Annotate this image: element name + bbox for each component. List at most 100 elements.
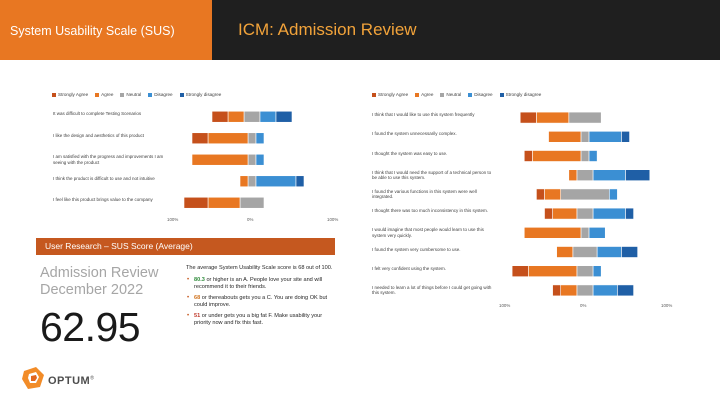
sus-intro: The average System Usability Scale score… xyxy=(186,265,333,271)
legend-label: Strongly disagree xyxy=(185,92,222,97)
bar-segment xyxy=(523,227,582,239)
legend-swatch xyxy=(52,92,56,97)
bar-segment xyxy=(183,196,209,209)
header-right-panel: ICM: Admission Review xyxy=(212,0,720,60)
bar-segment xyxy=(247,132,257,145)
bar-segment xyxy=(625,207,634,220)
bar-segment xyxy=(576,169,594,181)
legend-item: Strongly Agree xyxy=(372,92,408,97)
x-tick-label: 0% xyxy=(580,303,587,308)
bar-segment xyxy=(548,130,582,143)
chart-legend: Strongly Agree Agree Neutral Disagree Strong… xyxy=(372,92,541,97)
chart-legend: Strongly Agree Agree Neutral Disagree Strong… xyxy=(52,92,221,97)
bar-segment xyxy=(572,246,598,258)
question-label: I thought the system was easy to use. xyxy=(372,150,448,156)
question-label: I am satisfied with the progress and imp… xyxy=(53,154,164,165)
question-label: I found the system very cumbersome to us… xyxy=(372,246,461,252)
bar-segment xyxy=(552,284,562,297)
bar-segment xyxy=(544,188,562,201)
bullet-dot: • xyxy=(187,313,190,319)
optum-logo xyxy=(22,367,46,394)
grade-threshold: 51 xyxy=(194,313,201,319)
bar-segment xyxy=(617,284,634,297)
question-label: I thought there was too much inconsisten… xyxy=(372,208,489,214)
grade-text: or higher is an A. People love your site… xyxy=(194,277,323,290)
page-title: ICM: Admission Review xyxy=(238,20,417,39)
bar-segment xyxy=(621,246,638,258)
bar-segment xyxy=(625,169,651,181)
legend-label: Strongly Agree xyxy=(58,92,89,97)
legend-label: Agree xyxy=(101,92,114,97)
sus-bar-title: User Research – SUS Score (Average) xyxy=(45,241,193,251)
legend-swatch xyxy=(95,92,100,97)
legend-item: Neutral xyxy=(440,92,461,97)
bar-segment xyxy=(227,110,245,123)
sus-score-bar: User Research – SUS Score (Average) xyxy=(36,238,335,255)
legend-item: Agree xyxy=(415,92,433,97)
bar-segment xyxy=(239,175,249,188)
legend-swatch xyxy=(468,92,473,97)
bar-segment xyxy=(536,111,570,124)
bar-segment xyxy=(609,188,618,201)
question-label: I think that I would like to use this sy… xyxy=(372,112,475,118)
question-label: I found the system unnecessarily complex… xyxy=(372,131,457,137)
bar-segment xyxy=(556,246,574,258)
legend-item: Strongly Agree xyxy=(52,92,88,97)
bar-segment xyxy=(580,130,590,143)
legend-item: Neutral xyxy=(120,92,141,97)
sus-grade-item: • 51 or under gets you a big fat F. Make … xyxy=(186,313,336,327)
legend-item: Agree xyxy=(95,92,113,97)
bar-segment xyxy=(191,132,209,145)
bar-segment xyxy=(576,265,594,277)
bar-segment xyxy=(519,111,537,124)
question-label: I think the product is difficult to use … xyxy=(53,175,155,181)
x-tick-label: 100% xyxy=(499,303,511,308)
chart-plot xyxy=(183,110,305,209)
bar-segment xyxy=(191,153,249,166)
bar-segment xyxy=(259,110,277,123)
legend-item: Disagree xyxy=(148,92,173,97)
legend-label: Neutral xyxy=(126,92,142,97)
sus-grade-item: • 68 or thereabouts gets you a C. You are… xyxy=(186,295,336,309)
bar-segment xyxy=(528,265,578,277)
question-label: It was difficult to complete Testing Sce… xyxy=(53,111,142,117)
legend-label: Disagree xyxy=(154,92,173,97)
grade-text: or under gets you a big fat F. Make usab… xyxy=(194,313,323,326)
bar-segment xyxy=(596,246,622,258)
bar-segment xyxy=(588,130,622,143)
question-label: I like the design and aesthetics of this… xyxy=(53,132,145,138)
legend-label: Strongly Agree xyxy=(378,92,409,97)
chart-plot xyxy=(511,111,651,297)
legend-swatch xyxy=(372,92,376,97)
bar-segment xyxy=(243,110,261,123)
admission-review-title: Admission Review December 2022 xyxy=(40,265,158,299)
legend-label: Neutral xyxy=(446,92,462,97)
brand-mark: ® xyxy=(90,375,95,382)
legend-item: Disagree xyxy=(468,92,493,97)
header-left-panel: System Usability Scale (SUS) xyxy=(0,0,212,60)
bar-segment xyxy=(592,169,626,181)
bar-segment xyxy=(560,188,610,201)
bar-segment xyxy=(580,150,590,162)
question-label: I felt very confident using the system. xyxy=(372,265,447,271)
legend-swatch xyxy=(415,92,420,97)
bar-segment xyxy=(247,153,257,166)
bar-segment xyxy=(255,175,297,188)
left-likert-chart: Strongly Agree Agree Neutral Disagree Strong… xyxy=(52,92,342,222)
bar-segment xyxy=(544,207,553,220)
legend-label: Disagree xyxy=(474,92,493,97)
legend-swatch xyxy=(440,92,445,97)
sus-description: The average System Usability Scale score… xyxy=(186,265,336,331)
sus-grade-list: • 80.3 or higher is an A. People love you… xyxy=(186,277,336,327)
legend-swatch xyxy=(148,92,153,97)
x-tick-label: 100% xyxy=(661,303,673,308)
bullet-dot: • xyxy=(187,295,190,301)
bar-segment xyxy=(592,284,618,297)
bar-segment xyxy=(576,207,594,220)
bar-segment xyxy=(255,153,265,166)
question-label: I found the various functions in this sy… xyxy=(372,188,477,200)
bar-segment xyxy=(588,150,598,162)
x-tick-label: 100% xyxy=(167,216,179,222)
header-left-title: System Usability Scale (SUS) xyxy=(10,24,175,38)
bar-segment xyxy=(207,132,249,145)
